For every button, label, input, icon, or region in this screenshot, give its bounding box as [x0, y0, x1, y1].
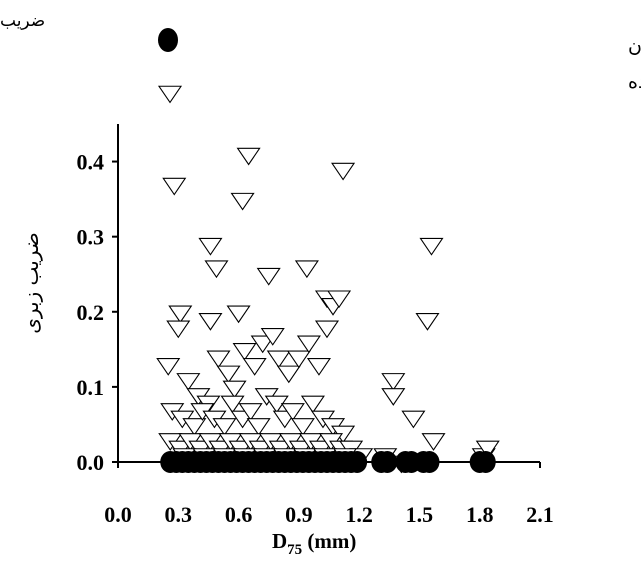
triangle-point: [232, 343, 257, 361]
legend-label-henderson: ضریب زبری حاصل از رابطه هندرسون: [628, 35, 641, 57]
triangle-point: [250, 335, 275, 354]
triangle-point: [222, 380, 247, 399]
triangle-point: [300, 395, 325, 414]
triangle-point: [256, 267, 281, 286]
x-axis-label-main: D: [272, 529, 287, 553]
triangle-point: [226, 305, 251, 324]
x-tick-label: 1.8: [466, 502, 494, 527]
x-axis-label: D75 (mm): [272, 529, 356, 558]
triangle-point: [230, 192, 255, 211]
circle-point: [377, 451, 398, 473]
triangle-point: [198, 237, 223, 256]
y-tick-label: 0.2: [77, 300, 105, 325]
x-tick-label: 1.5: [406, 502, 434, 527]
x-axis-label-subscript: 75: [287, 542, 302, 558]
triangle-point: [327, 290, 352, 309]
x-tick-label: 0.9: [285, 502, 313, 527]
triangle-point: [242, 358, 267, 376]
x-tick-label: 2.1: [526, 502, 554, 527]
circle-point: [347, 451, 368, 473]
triangle-point: [475, 440, 500, 459]
triangle-point: [198, 312, 223, 331]
triangle-point: [162, 177, 187, 196]
triangle-point: [421, 433, 446, 451]
triangle-point: [236, 147, 261, 166]
legend-circle-marker: [158, 28, 178, 52]
x-tick-label: 1.2: [345, 502, 373, 527]
tick-labels: 0.0 0.1 0.2 0.3 0.4 0.0 0.3 0.6 0.9 1.2 1.5 1.8 2.1: [77, 150, 554, 527]
legend-triangle-marker: [157, 85, 183, 104]
triangle-point: [381, 388, 406, 406]
y-tick-label: 0.3: [77, 225, 105, 250]
triangle-point: [306, 358, 331, 376]
triangle-point: [286, 350, 311, 369]
y-axis-label: ضریب زبری: [19, 232, 43, 334]
triangle-point: [176, 373, 201, 391]
triangle-point: [182, 418, 207, 436]
triangle-point: [276, 365, 301, 384]
triangle-point: [216, 365, 241, 384]
x-tick-label: 0.6: [225, 502, 253, 527]
triangle-point: [331, 162, 356, 181]
triangle-point: [266, 350, 291, 369]
y-tick-label: 0.1: [77, 375, 105, 400]
triangle-point: [314, 320, 340, 339]
corner-label: ضریب: [0, 11, 45, 31]
triangle-point: [290, 418, 315, 436]
triangle-point: [156, 358, 181, 376]
circle-point: [419, 451, 440, 473]
triangle-point: [415, 312, 440, 331]
legend-label-measured: ضریب زبری اندازه‌گیری شده: [628, 70, 641, 93]
triangle-point: [168, 305, 193, 324]
data-marks: [156, 147, 500, 474]
triangle-point: [220, 395, 245, 414]
x-axis-label-unit: (mm): [302, 529, 356, 553]
y-tick-label: 0.0: [77, 450, 105, 475]
triangle-point: [280, 403, 305, 421]
x-tick-label: 0.3: [165, 502, 193, 527]
triangle-point: [206, 350, 231, 369]
triangle-point: [166, 320, 191, 339]
x-tick-label: 0.0: [104, 502, 132, 527]
legend: ضریب زبری حاصل از رابطه هندرسون ضریب زبری…: [157, 28, 641, 104]
triangle-point: [381, 373, 406, 391]
triangle-point: [212, 418, 237, 436]
triangle-point: [246, 418, 271, 436]
triangle-point: [419, 237, 444, 256]
y-tick-label: 0.4: [77, 150, 105, 175]
triangle-point: [294, 260, 319, 279]
triangle-point: [260, 328, 285, 346]
triangle-point: [296, 335, 321, 354]
triangle-point: [204, 260, 229, 279]
circle-point: [475, 451, 496, 473]
triangle-point: [238, 403, 263, 421]
triangle-point: [401, 410, 426, 429]
